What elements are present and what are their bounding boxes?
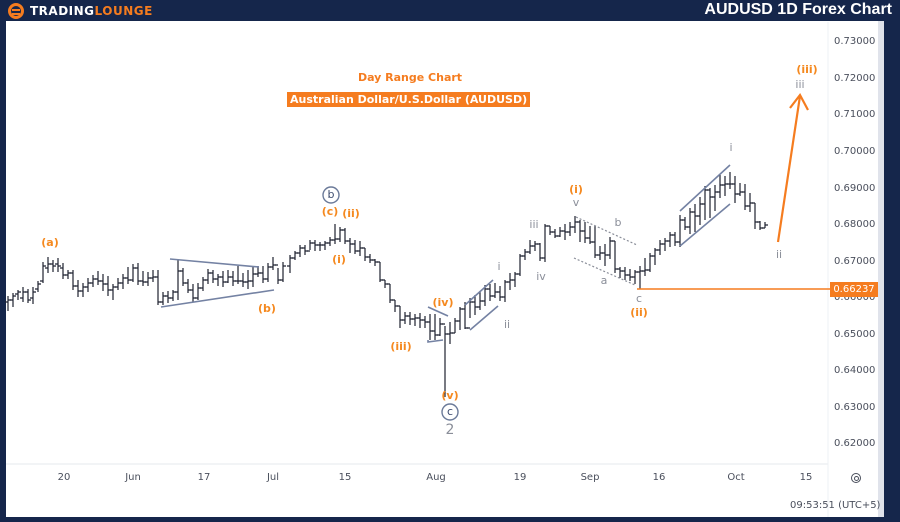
wave-label-i-2: i	[729, 141, 733, 154]
brand-name-part2: LOUNGE	[94, 4, 153, 18]
wave-label-c-minute: c	[635, 292, 643, 305]
y-tick: 0.70000	[834, 146, 876, 157]
wave-label-a-minute: a	[600, 274, 608, 287]
wave-iv-lines	[427, 306, 449, 343]
x-tick: 17	[197, 472, 211, 483]
wave-label-v-minor: (v)	[441, 389, 459, 402]
chart-title: AUDUSD 1D Forex Chart	[704, 1, 892, 18]
frame-border-right	[884, 21, 900, 522]
y-tick: 0.72000	[834, 73, 876, 84]
wave-label-v-1: v	[572, 196, 580, 209]
x-tick: Aug	[426, 472, 446, 483]
chart-subtitle: Day Range Chart	[357, 71, 463, 84]
wave-label-i-minor-1: (i)	[332, 253, 346, 266]
wave-label-c: (c)	[321, 205, 339, 218]
x-tick: 15	[799, 472, 813, 483]
y-tick: 0.68000	[834, 219, 876, 230]
price-scale-divider	[878, 21, 884, 517]
wave-label-b-circle: b	[327, 188, 335, 201]
wave-label-iv-minor: (iv)	[432, 296, 454, 309]
y-tick: 0.69000	[834, 183, 876, 194]
x-tick: 19	[513, 472, 527, 483]
wave-label-iii-1: iii	[529, 218, 539, 231]
x-tick: 20	[57, 472, 71, 483]
wave-label-iii-minor-1: (iii)	[390, 340, 412, 353]
triangle-pattern	[160, 258, 275, 308]
y-tick: 0.63000	[834, 402, 876, 413]
wave-label-iv-1: iv	[536, 270, 546, 283]
y-tick: 0.62000	[834, 438, 876, 449]
descending-channel	[573, 216, 638, 286]
wave-c-circle-icon	[441, 403, 459, 421]
wave-label-b: (b)	[258, 302, 276, 315]
y-tick: 0.66000	[834, 292, 876, 303]
wave-label-b-minute: b	[614, 216, 622, 229]
brand-name-part1: TRADING	[30, 4, 95, 18]
x-tick: 16	[652, 472, 666, 483]
projection-arrow	[776, 92, 809, 243]
x-tick: Jul	[266, 472, 280, 483]
wave-label-ii-1: ii	[503, 318, 511, 331]
y-tick: 0.64000	[834, 365, 876, 376]
current-price-tag: 0.66237	[830, 282, 878, 297]
y-tick: 0.65000	[834, 329, 876, 340]
y-tick: 0.71000	[834, 109, 876, 120]
logo-icon	[8, 3, 24, 19]
timestamp: 09:53:51 (UTC+5)	[790, 500, 881, 511]
wave-label-ii-minor-1: (ii)	[342, 207, 360, 220]
wave-label-i-minor-2: (i)	[569, 183, 583, 196]
wave-label-ii-minor-2: (ii)	[630, 306, 648, 319]
y-tick: 0.67000	[834, 256, 876, 267]
brand-logo: TRADINGLOUNGE	[8, 2, 153, 20]
y-tick: 0.73000	[834, 36, 876, 47]
wave-label-iii-minor-2: (iii)	[796, 63, 818, 76]
wave-label-i-1: i	[497, 260, 501, 273]
x-tick: Oct	[727, 472, 745, 483]
header-bar: TRADINGLOUNGE AUDUSD 1D Forex Chart	[0, 0, 900, 22]
wave-label-2: 2	[445, 422, 455, 438]
ohlc-bars	[5, 172, 768, 397]
wave-label-ii-2: ii	[775, 248, 783, 261]
rising-channel-2	[679, 164, 731, 247]
x-tick: Jun	[125, 472, 141, 483]
rising-channel-1	[464, 279, 499, 331]
settings-gear-icon[interactable]	[851, 473, 861, 483]
x-tick: 15	[338, 472, 352, 483]
wave-label-c-circle: c	[446, 405, 454, 418]
wave-b-circle-icon	[322, 186, 340, 204]
x-tick: Sep	[580, 472, 600, 483]
instrument-label: Australian Dollar/U.S.Dollar (AUDUSD)	[287, 92, 531, 107]
wave-label-a: (a)	[41, 236, 59, 249]
wave-label-iii-2: iii	[795, 78, 805, 91]
